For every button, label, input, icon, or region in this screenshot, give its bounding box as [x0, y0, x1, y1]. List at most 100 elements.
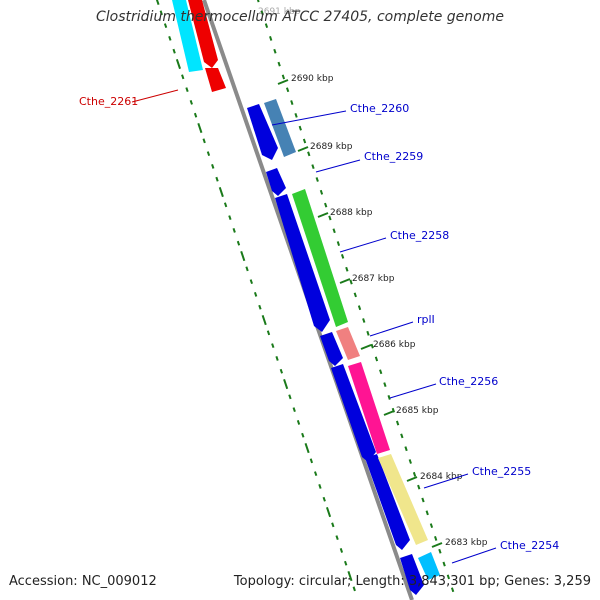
- gene-label-cthe-2254[interactable]: Cthe_2254: [500, 539, 559, 552]
- kbp-tick-label: 2687 kbp: [352, 274, 395, 284]
- kbp-ticks: 2690 kbp 2689 kbp 2688 kbp 2687 kbp 2686…: [277, 74, 488, 548]
- scale-dot: [249, 279, 253, 285]
- scale-dot: [181, 74, 185, 80]
- scale-dot: [438, 548, 442, 554]
- scale-dot: [328, 215, 332, 221]
- scale-dot: [347, 570, 353, 582]
- leader-line-cthe-2258: [339, 237, 387, 253]
- scale-dot: [345, 266, 349, 272]
- tick-mark: [431, 542, 443, 548]
- leader-line-rplI: [369, 321, 414, 337]
- kbp-tick-label: 2689 kbp: [310, 142, 353, 152]
- scale-dot: [197, 122, 203, 134]
- scale-dot: [357, 305, 362, 311]
- scale-dot: [275, 356, 279, 361]
- gene-cthe-2259: [266, 168, 286, 196]
- gene-label-cthe-2259[interactable]: Cthe_2259: [364, 150, 423, 163]
- scale-dot: [236, 240, 241, 246]
- kbp-tick-label: 2688 kbp: [330, 208, 373, 218]
- scale-dot: [215, 176, 219, 182]
- gene-label-cthe-2255[interactable]: Cthe_2255: [472, 465, 531, 478]
- scale-dot: [362, 318, 366, 323]
- scale-dot: [366, 330, 370, 336]
- gene-cthe-2260: [247, 104, 278, 160]
- scale-dot: [434, 536, 438, 541]
- scale-dot: [331, 522, 335, 528]
- scale-dot: [319, 189, 324, 195]
- scale-dot: [395, 420, 400, 426]
- leader-line-cthe-2259: [315, 159, 361, 173]
- scale-dot: [202, 138, 206, 144]
- scale-dot: [281, 74, 286, 80]
- gene-cthe-2261: [188, 0, 218, 68]
- scale-dot: [332, 228, 336, 234]
- gene-green: [292, 189, 348, 327]
- gene-label-cthe-2256[interactable]: Cthe_2256: [439, 375, 498, 388]
- gene-cyan-bottom: [418, 552, 440, 580]
- scale-dot: [353, 292, 357, 298]
- scale-dot: [223, 202, 228, 208]
- forward-strand-genes: [264, 99, 440, 580]
- scale-dot: [279, 368, 284, 374]
- inner-dotted-track: [155, 0, 356, 592]
- scale-dot: [260, 10, 264, 16]
- scale-dot: [228, 215, 232, 221]
- scale-dot: [311, 164, 315, 170]
- scale-dot: [185, 87, 189, 93]
- gene-labels: Cthe_2261 Cthe_2260 Cthe_2259 Cthe_2258 …: [79, 95, 559, 552]
- scale-dot: [429, 523, 434, 529]
- scale-dot: [258, 304, 262, 310]
- gene-label-cthe-2258[interactable]: Cthe_2258: [390, 229, 449, 242]
- reverse-strand-genes: [172, 0, 424, 595]
- scale-dot: [193, 112, 198, 118]
- scale-dot: [218, 186, 224, 198]
- scale-dot: [404, 446, 408, 452]
- scale-dot: [307, 151, 311, 157]
- tick-mark: [383, 410, 395, 416]
- gene-label-cthe-2261[interactable]: Cthe_2261: [79, 95, 138, 108]
- gene-cthe-2258-a: [275, 194, 330, 332]
- scale-dot: [232, 228, 236, 233]
- scale-dot: [298, 125, 302, 131]
- scale-dot: [417, 484, 421, 490]
- gene-rplI: [336, 327, 360, 360]
- scale-dot: [253, 292, 258, 297]
- scale-dot: [335, 535, 339, 541]
- scale-dot: [309, 458, 314, 464]
- scale-dot: [425, 510, 429, 516]
- scale-dot: [288, 394, 292, 400]
- leader-line-cthe-2256: [389, 383, 437, 399]
- scale-dot: [269, 36, 273, 41]
- gene-cthe-2256: [331, 364, 376, 462]
- tick-mark: [317, 212, 329, 218]
- scale-dot: [318, 484, 322, 489]
- scale-dot: [277, 61, 281, 67]
- scale-dot: [387, 395, 391, 400]
- tick-mark: [406, 476, 418, 482]
- scale-dot: [264, 23, 269, 29]
- gene-label-leaders: [131, 89, 497, 564]
- scale-dot: [155, 0, 160, 6]
- scale-dot: [261, 314, 267, 326]
- scale-dot: [344, 560, 348, 566]
- scale-dot: [302, 138, 307, 144]
- gene-label-rplI[interactable]: rplI: [417, 313, 435, 326]
- scale-dot: [349, 279, 353, 285]
- kbp-tick-label: 2690 kbp: [291, 74, 334, 84]
- tick-mark: [339, 278, 351, 284]
- scale-dot: [296, 420, 301, 425]
- tick-mark: [297, 146, 309, 152]
- gene-cthe-2258-b: [320, 332, 343, 366]
- scale-dot: [256, 0, 260, 3]
- scale-dot: [292, 407, 296, 413]
- hidden-kbp-label: 2691 kbp: [258, 7, 301, 17]
- leader-line-cthe-2261: [131, 89, 179, 103]
- scale-dot: [301, 432, 305, 438]
- gene-label-cthe-2260[interactable]: Cthe_2260: [350, 102, 409, 115]
- scale-dot: [370, 343, 374, 349]
- scale-dot: [283, 378, 289, 390]
- tick-mark: [360, 344, 372, 350]
- scale-dot: [206, 151, 211, 157]
- kbp-tick-label: 2686 kbp: [373, 340, 416, 350]
- scale-dot: [172, 48, 176, 54]
